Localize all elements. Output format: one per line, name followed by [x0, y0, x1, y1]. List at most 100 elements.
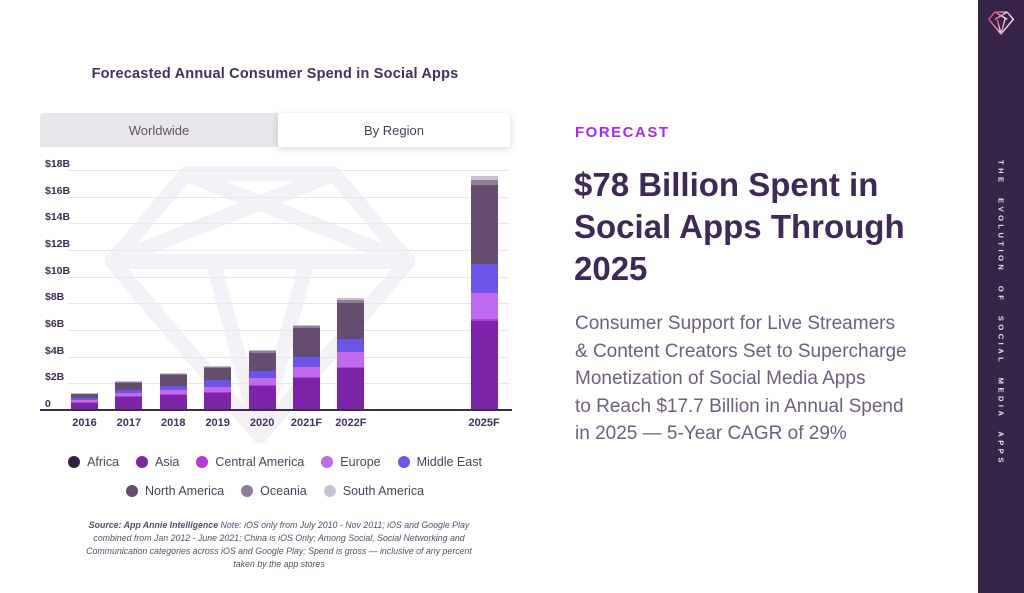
- x-tick-label-2020: 2020: [249, 417, 275, 429]
- x-tick-label-2022F: 2022F: [335, 417, 367, 429]
- y-tick-label: $10B: [45, 264, 71, 277]
- legend-item-africa: Africa: [68, 455, 119, 469]
- legend-item-south-america: South America: [323, 483, 425, 498]
- x-tick-label-2016: 2016: [72, 417, 97, 429]
- bar-segment-2021F-South America: [293, 324, 320, 326]
- y-tick-label: 0: [45, 398, 51, 410]
- bar-segment-2017-Europe: [115, 392, 143, 397]
- bar-segment-2018-South America: [159, 373, 187, 374]
- legend-label: Central America: [215, 454, 305, 469]
- bar-segment-2017-Asia: [115, 396, 143, 410]
- legend-dot-icon: [323, 484, 336, 497]
- bar-segment-2020-Central America: [248, 385, 276, 386]
- bar-segment-2018-Middle East: [159, 385, 187, 390]
- y-tick-label: $12B: [45, 238, 71, 250]
- bar-segment-2021F-North America: [293, 327, 320, 357]
- bar-segment-2016-Asia: [71, 402, 98, 410]
- gridline-$2B: [68, 383, 510, 385]
- bar-segment-2016-North America: [71, 393, 98, 398]
- legend-dot-icon: [397, 455, 410, 468]
- y-tick-label: $6B: [45, 318, 65, 330]
- bar-segment-2022F-North America: [337, 302, 365, 339]
- bar-segment-2020-North America: [248, 352, 276, 371]
- legend-item-europe: Europe: [321, 454, 381, 469]
- bar-segment-2020-Middle East: [248, 370, 276, 379]
- stacked-bar-chart: 0 $2B $4B $6B $8B $10B $12B $14B $16B $18B 2016 201…: [40, 155, 512, 445]
- forecast-body: Consumer Support for Live Streamers & Co…: [575, 313, 907, 444]
- gridline-$8B: [68, 303, 510, 305]
- bar-segment-2022F-Central America: [337, 366, 365, 369]
- legend-dot-icon: [125, 484, 138, 497]
- legend-row-2: North America Oceania South America: [40, 476, 510, 505]
- legend-item-asia: Asia: [136, 455, 179, 469]
- legend-dot-icon: [68, 455, 81, 468]
- bar-segment-2020-Oceania: [248, 351, 276, 353]
- legend-dot-icon: [241, 484, 254, 497]
- tab-worldwide[interactable]: Worldwide: [40, 113, 278, 147]
- gridline-$6B: [68, 330, 510, 331]
- bar-segment-2019-Europe: [204, 386, 232, 392]
- x-tick-label-2018: 2018: [161, 417, 186, 429]
- legend-label: South America: [342, 483, 425, 498]
- x-tick-label-2019: 2019: [205, 417, 230, 429]
- bar-segment-2019-Central America: [204, 391, 232, 393]
- x-tick-label-2025F: 2025F: [468, 417, 500, 429]
- x-tick-label-2017: 2017: [116, 417, 142, 429]
- legend-label: Europe: [340, 454, 381, 469]
- forecast-eyebrow: FORECAST: [575, 124, 670, 141]
- bar-segment-2022F-Asia: [337, 368, 365, 410]
- bar-segment-2025F-Oceania: [470, 180, 498, 185]
- chart-title: Forecasted Annual Consumer Spend in Soci…: [91, 66, 459, 82]
- y-tick-label: $8B: [45, 291, 65, 304]
- y-tick-label: $18B: [45, 158, 71, 170]
- bar-segment-2018-Asia: [159, 394, 187, 410]
- bar-segment-2021F-Oceania: [293, 326, 320, 328]
- bar-segment-2021F-Middle East: [293, 356, 320, 367]
- x-axis-line: [40, 409, 512, 411]
- bar-segment-2021F-Europe: [293, 366, 320, 377]
- legend-row-1: Africa Asia Central America Europe Middle Ea…: [40, 447, 510, 476]
- legend-label: Africa: [87, 454, 120, 469]
- bar-segment-2020-Asia: [248, 385, 276, 410]
- bar-segment-2019-South America: [204, 366, 232, 367]
- legend-item-middle-east: Middle East: [397, 454, 482, 469]
- bar-segment-2025F-North America: [470, 184, 498, 264]
- legend-label: Asia: [155, 454, 180, 469]
- right-sidebar: THE EVOLUTION OF SOCIAL MEDIA APPS: [978, 0, 1024, 593]
- bar-segment-2022F-South America: [337, 298, 365, 301]
- y-tick-label: $2B: [45, 371, 65, 384]
- bar-segment-2020-South America: [248, 350, 276, 352]
- chart-tabs: Worldwide By Region: [40, 113, 510, 147]
- y-tick-label: $16B: [45, 184, 71, 197]
- chart-legend: Africa Asia Central America Europe Middle Ea…: [40, 447, 510, 505]
- bar-segment-2016-Europe: [71, 399, 98, 403]
- y-tick-label: $4B: [45, 344, 65, 357]
- bar-segment-2021F-Asia: [293, 377, 320, 410]
- tab-by-region[interactable]: By Region: [278, 113, 510, 147]
- gridline-$4B: [68, 356, 510, 358]
- bar-segment-2021F-Central America: [293, 376, 320, 378]
- bar-segment-2018-Oceania: [159, 373, 187, 375]
- bar-segment-2018-North America: [159, 374, 187, 386]
- legend-item-central-america: Central America: [196, 455, 304, 469]
- bar-segment-2025F-Middle East: [470, 264, 498, 294]
- gem-logo-icon: [987, 11, 1015, 35]
- bar-segment-2020-Europe: [248, 378, 276, 386]
- bar-segment-2025F-South America: [470, 176, 498, 180]
- source-text: Note: iOS only from July 2010 - Nov 2011…: [86, 519, 472, 569]
- bar-segment-2018-Europe: [159, 389, 187, 394]
- bar-segment-2025F-Asia: [470, 321, 498, 410]
- bar-segment-2025F-Europe: [470, 293, 498, 320]
- legend-dot-icon: [321, 455, 334, 468]
- bar-segment-2017-North America: [115, 382, 143, 391]
- bar-segment-2019-Asia: [204, 392, 232, 410]
- legend-label: Middle East: [416, 454, 482, 469]
- bar-segment-2022F-Middle East: [337, 338, 365, 353]
- y-tick-label: $14B: [45, 211, 71, 224]
- bar-segment-2019-Middle East: [204, 380, 232, 387]
- bar-segment-2019-North America: [204, 367, 232, 381]
- bar-segment-2016-Middle East: [71, 397, 98, 400]
- source-label: Source: App Annie Intelligence: [88, 519, 219, 530]
- legend-dot-icon: [196, 455, 209, 468]
